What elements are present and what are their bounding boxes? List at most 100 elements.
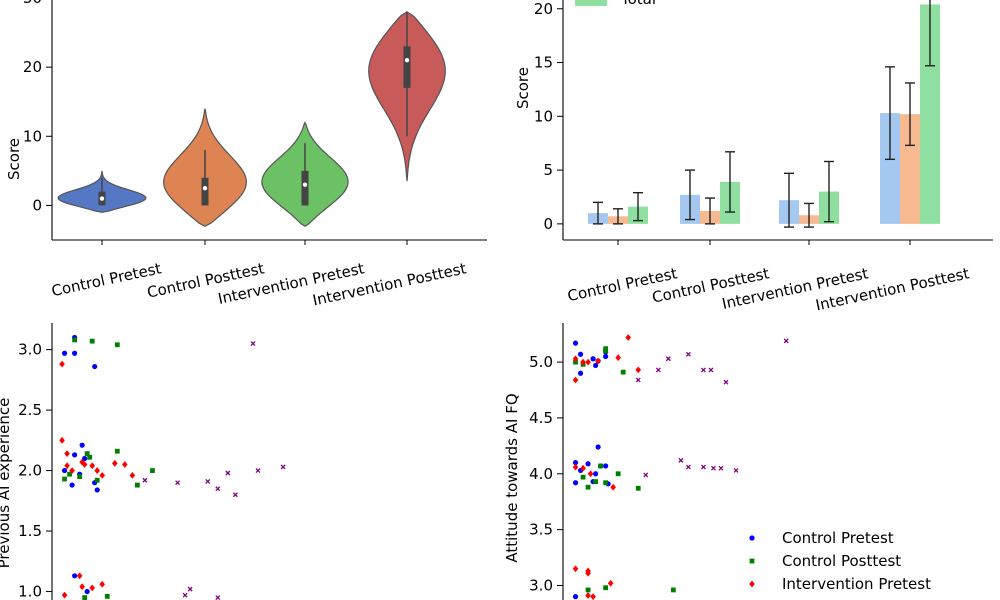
y-tick-label: 0 (32, 196, 42, 214)
scatter-panel-attitude: 3.0 3.5 4.0 4.5 5.0 Attitude towards AI FQ Con… (503, 323, 931, 600)
point (59, 360, 65, 368)
point (79, 583, 85, 591)
point (280, 464, 286, 470)
point (89, 584, 95, 592)
bar (880, 113, 900, 224)
point (215, 595, 221, 600)
point (84, 451, 90, 457)
point (232, 492, 238, 498)
y-tick-label: 15 (534, 54, 553, 72)
y-tick-label: 3.5 (529, 521, 553, 539)
point (593, 362, 599, 369)
violin-box (403, 46, 411, 88)
y-tick-label: 4.5 (529, 409, 553, 427)
violin-box (201, 177, 209, 206)
point (87, 454, 93, 460)
point (82, 595, 88, 600)
point (572, 340, 579, 346)
point (595, 444, 601, 450)
point (572, 480, 579, 486)
point (572, 565, 579, 573)
point (114, 448, 120, 454)
scatter-panel-ai-experience: 1.0 1.5 2.0 2.5 3.0 Previous AI experience (0, 323, 286, 600)
point (749, 558, 755, 564)
point (593, 479, 599, 485)
legend-label: Control Posttest (782, 552, 901, 570)
point (620, 369, 626, 375)
point (733, 467, 739, 473)
point (62, 476, 67, 482)
y-tick-label: 1.5 (18, 522, 42, 540)
point (585, 461, 591, 467)
point (711, 465, 716, 471)
legend-label: Intervention Pretest (782, 575, 931, 593)
point (585, 484, 591, 490)
point (79, 458, 85, 466)
bar-panel: 05101520ScoreTotalControl PretestControl… (514, 0, 993, 314)
y-tick-label: 3.0 (529, 576, 553, 594)
y-tick-label: 4.0 (529, 465, 553, 483)
point (580, 358, 586, 366)
point (89, 462, 95, 470)
point (250, 341, 256, 347)
y-tick-label: 20 (534, 0, 553, 18)
point (72, 350, 78, 356)
y-tick-label: 2.0 (18, 462, 42, 480)
point (685, 351, 691, 357)
point (150, 468, 155, 473)
point (135, 482, 140, 488)
point (749, 535, 755, 541)
y-tick-label: 5.0 (529, 353, 553, 371)
point (69, 482, 75, 488)
point (635, 366, 642, 374)
y-axis-label: Previous AI experience (0, 398, 13, 569)
y-tick-label: 3.0 (18, 341, 42, 359)
point (615, 471, 621, 477)
point (69, 467, 75, 474)
point (708, 367, 714, 373)
point (61, 591, 68, 599)
point (577, 351, 584, 357)
point (625, 334, 632, 341)
y-axis-label: Score (514, 67, 532, 109)
y-tick-label: 5 (543, 161, 553, 179)
point (610, 483, 616, 491)
y-tick-label: 10 (534, 107, 553, 125)
point (593, 471, 599, 477)
y-axis-label: Attitude towards AI FQ (503, 393, 521, 562)
point (598, 463, 604, 469)
point (700, 367, 706, 373)
point (94, 477, 100, 483)
y-tick-label: 20 (23, 58, 42, 76)
point (572, 376, 579, 384)
point (587, 470, 594, 478)
point (79, 442, 85, 448)
point (607, 579, 614, 587)
violin-median (99, 196, 105, 201)
point (572, 463, 579, 471)
point (585, 587, 591, 593)
point (603, 353, 609, 360)
point (700, 464, 706, 470)
point (215, 486, 221, 492)
point (603, 585, 609, 591)
point (585, 592, 591, 599)
point (585, 358, 591, 366)
violin-median (404, 58, 410, 63)
point (64, 462, 70, 470)
point (577, 370, 584, 376)
point (225, 470, 231, 476)
violin-box (301, 170, 309, 206)
point (603, 463, 609, 469)
point (82, 455, 88, 462)
point (112, 459, 118, 467)
point (61, 467, 68, 474)
point (94, 487, 100, 493)
point (670, 587, 676, 593)
point (84, 588, 90, 595)
point (99, 472, 106, 479)
point (749, 580, 755, 588)
point (175, 480, 181, 486)
point (603, 480, 609, 486)
